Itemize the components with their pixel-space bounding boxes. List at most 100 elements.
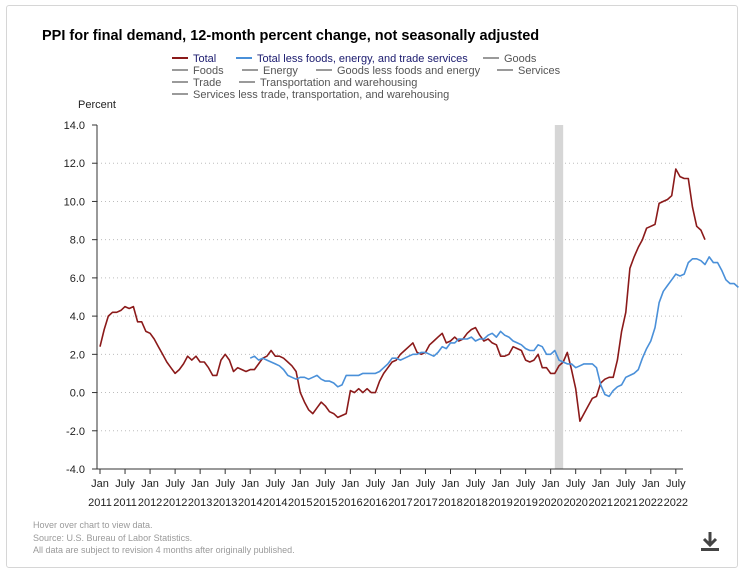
x-tick-month: Jan — [492, 478, 510, 490]
x-tick-month: Jan — [291, 478, 309, 490]
legend-item-goods-less-foods-energy[interactable]: Goods less foods and energy — [316, 65, 480, 77]
legend-swatch — [316, 69, 332, 72]
x-tick-year: 2011 — [88, 497, 112, 509]
x-tick-month: Jan — [191, 478, 209, 490]
x-tick-month: July — [366, 478, 386, 490]
legend-swatch — [172, 93, 188, 96]
recession-band — [554, 125, 564, 469]
y-axis-label: Percent — [78, 99, 116, 111]
x-tick-month: Jan — [241, 478, 259, 490]
x-tick-year: 2019 — [488, 497, 512, 509]
legend: Total Total less foods, energy, and trad… — [0, 0, 746, 110]
legend-item-total[interactable]: Total — [172, 53, 216, 65]
legend-item-foods[interactable]: Foods — [172, 65, 224, 77]
chart-title: PPI for final demand, 12-month percent c… — [42, 28, 540, 44]
x-tick-year: 2011 — [113, 497, 137, 509]
x-tick-year: 2013 — [213, 497, 237, 509]
source-note: Source: U.S. Bureau of Labor Statistics. — [33, 533, 193, 543]
gridlines — [97, 162, 683, 432]
download-icon-graphic — [701, 532, 719, 551]
x-tick-year: 2022 — [639, 497, 663, 509]
y-tick-label: -2.0 — [66, 426, 85, 438]
x-tick-month: Jan — [341, 478, 359, 490]
x-axis-ticks: Jan2011July2011Jan2012July2012Jan2013Jul… — [88, 469, 688, 509]
legend-label: Services — [518, 65, 561, 77]
x-tick-month: July — [666, 478, 686, 490]
y-tick-label: 4.0 — [70, 311, 85, 323]
x-tick-year: 2015 — [288, 497, 312, 509]
x-tick-year: 2016 — [363, 497, 387, 509]
x-tick-year: 2020 — [538, 497, 562, 509]
x-tick-month: July — [215, 478, 235, 490]
x-tick-year: 2015 — [313, 497, 337, 509]
x-tick-month: Jan — [141, 478, 159, 490]
legend-swatch — [172, 81, 188, 84]
x-tick-year: 2012 — [138, 497, 162, 509]
x-tick-year: 2021 — [588, 497, 612, 509]
x-tick-month: Jan — [392, 478, 410, 490]
legend-item-goods[interactable]: Goods — [483, 53, 536, 65]
x-tick-month: Jan — [542, 478, 560, 490]
x-tick-year: 2017 — [413, 497, 437, 509]
legend-label: Goods less foods and energy — [337, 65, 481, 77]
revision-note: All data are subject to revision 4 month… — [33, 545, 295, 555]
x-tick-month: July — [466, 478, 486, 490]
legend-label: Trade — [193, 77, 222, 89]
x-tick-year: 2014 — [263, 497, 287, 509]
y-tick-label: 12.0 — [64, 158, 85, 170]
legend-swatch — [236, 57, 252, 60]
x-tick-year: 2016 — [338, 497, 362, 509]
x-tick-year: 2012 — [163, 497, 187, 509]
x-tick-year: 2019 — [513, 497, 537, 509]
x-tick-year: 2022 — [664, 497, 688, 509]
y-axis-ticks: 14.0 12.0 10.0 8.0 6.0 4.0 2.0 0.0 -2.0 -4.0 — [64, 120, 85, 476]
y-tick-label: 14.0 — [64, 120, 85, 132]
x-tick-year: 2017 — [388, 497, 412, 509]
x-tick-month: Jan — [642, 478, 660, 490]
legend-label: Foods — [193, 65, 224, 77]
legend-item-energy[interactable]: Energy — [242, 65, 298, 77]
download-icon[interactable] — [696, 528, 724, 556]
legend-label: Transportation and warehousing — [260, 77, 418, 89]
x-tick-month: Jan — [91, 478, 109, 490]
x-tick-month: Jan — [442, 478, 460, 490]
x-tick-month: July — [316, 478, 336, 490]
legend-swatch — [172, 69, 188, 72]
y-tick-label: 8.0 — [70, 235, 85, 247]
x-tick-month: July — [265, 478, 285, 490]
x-tick-year: 2018 — [438, 497, 462, 509]
x-tick-month: July — [516, 478, 536, 490]
x-tick-month: July — [566, 478, 586, 490]
x-tick-year: 2013 — [188, 497, 212, 509]
legend-item-trade[interactable]: Trade — [172, 77, 221, 89]
legend-item-total-less-foods-energy-trade[interactable]: Total less foods, energy, and trade serv… — [236, 53, 468, 65]
legend-label: Total less foods, energy, and trade serv… — [257, 53, 468, 65]
legend-label: Energy — [263, 65, 298, 77]
hover-hint: Hover over chart to view data. — [33, 520, 153, 530]
x-tick-month: Jan — [592, 478, 610, 490]
x-tick-month: July — [616, 478, 636, 490]
x-tick-month: July — [165, 478, 185, 490]
series-lines — [99, 168, 739, 423]
line-chart[interactable]: Percent 14.0 12.0 10.0 8.0 6.0 4.0 2.0 0.0 -2.0 -… — [0, 0, 746, 520]
axes — [92, 124, 683, 470]
legend-item-services-less-trade-transportation[interactable]: Services less trade, transportation, and… — [172, 89, 449, 101]
x-tick-month: July — [416, 478, 436, 490]
legend-swatch — [239, 81, 255, 84]
legend-label: Services less trade, transportation, and… — [193, 89, 450, 101]
y-tick-label: 6.0 — [70, 273, 85, 285]
series-line-total-less-foods-energy-trade — [249, 256, 739, 398]
legend-swatch — [242, 69, 258, 72]
x-tick-month: July — [115, 478, 135, 490]
legend-swatch — [483, 57, 499, 60]
y-tick-label: -4.0 — [66, 464, 85, 476]
recession-shade — [554, 125, 564, 469]
x-tick-year: 2014 — [238, 497, 262, 509]
legend-item-services[interactable]: Services — [497, 65, 560, 77]
legend-item-transportation-warehousing[interactable]: Transportation and warehousing — [239, 77, 417, 89]
legend-swatch — [172, 57, 188, 60]
y-tick-label: 2.0 — [70, 349, 85, 361]
legend-label: Total — [193, 53, 217, 65]
y-tick-label: 0.0 — [70, 388, 85, 400]
x-tick-year: 2020 — [563, 497, 587, 509]
